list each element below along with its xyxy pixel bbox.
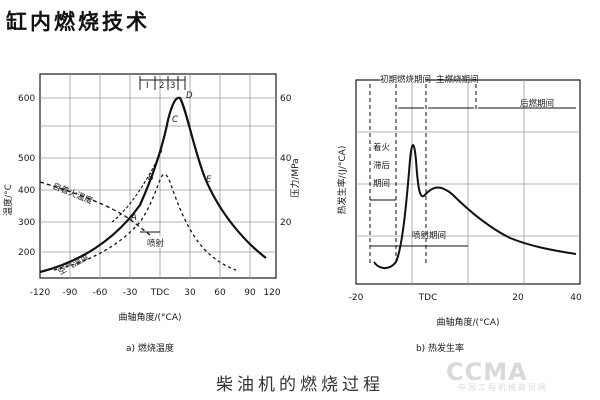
page-title: 缸内燃烧技术 — [6, 9, 150, 34]
stage-label-1: I — [146, 81, 149, 91]
left-chart-frame — [39, 73, 277, 279]
x-tick-tdc: TDC — [150, 288, 170, 298]
y-left-tick-400: 400 — [18, 186, 35, 196]
point-a-lower: A — [130, 213, 137, 223]
r-x-tick-20: 20 — [512, 293, 524, 303]
autoignition-label: 自着火温度 — [51, 181, 95, 207]
y-left-axis-label: 温度/°C — [2, 184, 14, 216]
phase-after-label: 后燃期间 — [520, 98, 554, 109]
stage-label-3: 3 — [170, 81, 175, 91]
y-right-axis-label: 压力/MPa — [289, 158, 301, 197]
y-left-tick-600: 600 — [18, 94, 35, 104]
x-tick-90: 90 — [244, 288, 256, 298]
point-b: B — [148, 173, 154, 183]
injection-label-bg — [145, 236, 171, 248]
watermark-en: CCMA — [446, 358, 528, 386]
phase-initial-label: 初期燃烧期间 — [380, 74, 431, 85]
r-x-tick-n20: -20 — [349, 293, 364, 303]
point-e: E — [206, 175, 212, 185]
point-d: D — [186, 91, 193, 101]
pressure-rise-curve — [111, 149, 163, 223]
x-tick-n30: -30 — [123, 288, 138, 298]
watermark-logo: CCMA 中国工程机械商贸网 — [428, 358, 588, 392]
x-tick-n120: -120 — [30, 288, 51, 298]
left-chart-caption: a) 燃烧温度 — [126, 342, 174, 354]
right-chart: 初期燃烧期间 主燃烧期间 后燃期间 着火 滞后 期间 喷射期间 热发生率/(J/… — [336, 72, 582, 354]
y-left-tick-300: 300 — [18, 218, 35, 228]
stage-label-2: 2 — [159, 81, 164, 91]
left-x-axis-label: 曲轴角度/(°CA) — [119, 311, 182, 323]
phase-main-label: 主燃烧期间 — [436, 74, 479, 85]
point-c: C — [172, 115, 178, 125]
left-chart: I 2 3 喷射 A B C D E 自着火温度 空气温度 600 500 40… — [2, 73, 301, 354]
ignition-delay-3: 期间 — [373, 179, 390, 189]
right-y-axis-label: 热发生率/(J/°CA) — [336, 146, 348, 215]
right-x-axis-label: 曲轴角度/(°CA) — [437, 316, 500, 328]
y-right-tick-20: 20 — [280, 218, 292, 228]
y-left-tick-200: 200 — [18, 248, 35, 258]
right-injection-label: 喷射期间 — [412, 230, 446, 241]
right-grid — [356, 80, 580, 284]
x-tick-n60: -60 — [93, 288, 108, 298]
watermark-cn: 中国工程机械商贸网 — [458, 383, 548, 392]
y-left-tick-500: 500 — [18, 154, 35, 164]
figure-caption: 柴油机的燃烧过程 — [216, 375, 384, 395]
y-right-tick-40: 40 — [280, 154, 292, 164]
autoignition-temp-curve — [39, 181, 159, 241]
combustion-temperature-curve — [39, 96, 267, 274]
right-chart-caption: b) 热发生率 — [416, 342, 464, 354]
x-tick-30: 30 — [184, 288, 196, 298]
ignition-delay-1: 着火 — [373, 142, 391, 153]
ignition-delay-2: 滞后 — [373, 160, 391, 171]
air-temperature-curve — [53, 173, 237, 271]
r-x-tick-tdc: TDC — [418, 293, 438, 303]
x-tick-n90: -90 — [63, 288, 78, 298]
phase-label-bg — [380, 72, 426, 83]
x-tick-60: 60 — [214, 288, 226, 298]
air-temp-label: 空气温度 — [56, 251, 91, 278]
r-x-tick-40: 40 — [570, 293, 582, 303]
injection-label: 喷射 — [147, 238, 165, 249]
heat-release-curve — [373, 144, 577, 269]
stage-markers: I 2 3 — [139, 76, 186, 91]
y-right-tick-60: 60 — [280, 94, 292, 104]
x-tick-120: 120 — [263, 288, 280, 298]
